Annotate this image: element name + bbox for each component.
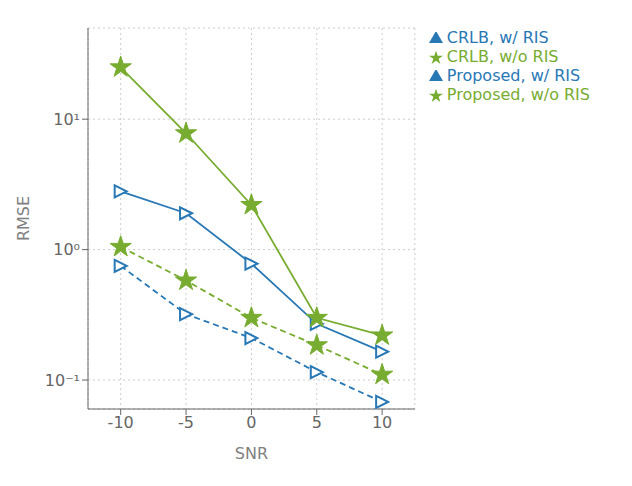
html-text:CRLB, w/ RIS: CRLB, w/ RIS bbox=[446, 28, 549, 47]
svg-text:5: 5 bbox=[312, 413, 322, 432]
svg-text:-5: -5 bbox=[178, 413, 194, 432]
html-text:Proposed, w/ RIS: Proposed, w/ RIS bbox=[446, 66, 581, 85]
svg-text:RMSE: RMSE bbox=[14, 196, 33, 241]
svg-text:-10: -10 bbox=[108, 413, 134, 432]
html-text:CRLB, w/o RIS: CRLB, w/o RIS bbox=[446, 47, 559, 66]
svg-text:SNR: SNR bbox=[235, 444, 268, 463]
svg-text:10⁰: 10⁰ bbox=[53, 240, 80, 259]
html-text:Proposed, w/o RIS: Proposed, w/o RIS bbox=[446, 85, 590, 104]
svg-text:10¹: 10¹ bbox=[53, 110, 80, 129]
svg-text:10⁻¹: 10⁻¹ bbox=[45, 371, 80, 390]
svg-text:0: 0 bbox=[246, 413, 256, 432]
svg-text:10: 10 bbox=[372, 413, 392, 432]
